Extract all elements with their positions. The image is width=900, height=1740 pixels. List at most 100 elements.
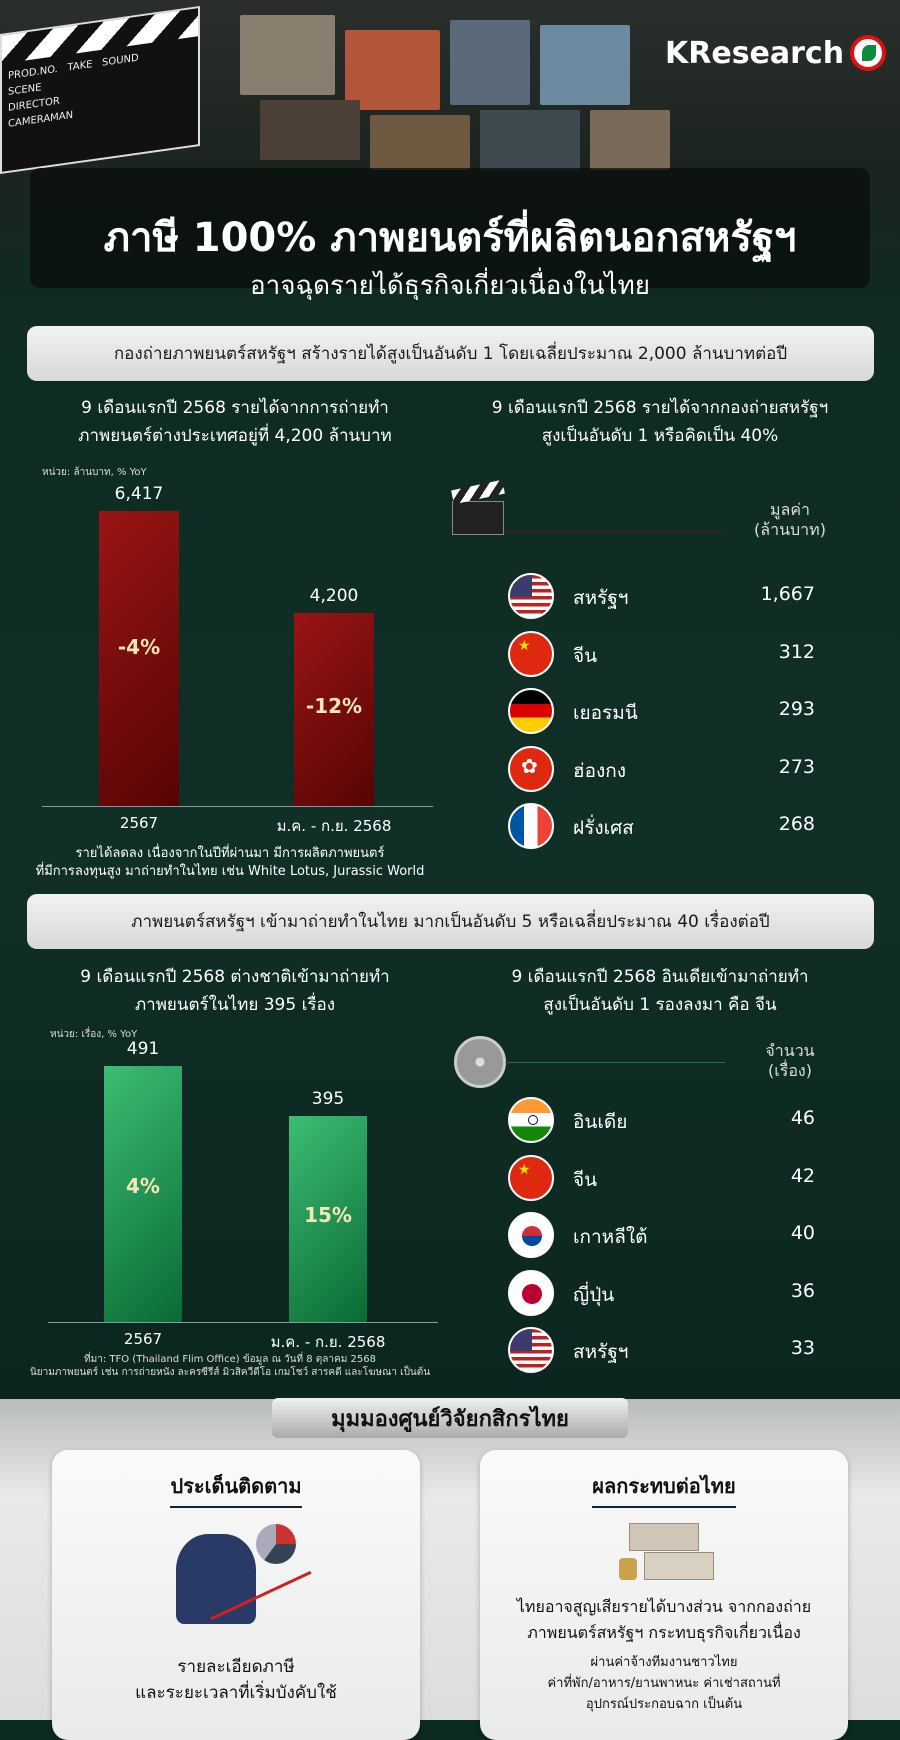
x-tick-label: 2567	[123, 1330, 163, 1348]
table-row: สหรัฐฯ 33	[505, 1327, 825, 1373]
country-value: 268	[778, 813, 815, 835]
header-line: (ล้านบาท)	[754, 520, 826, 539]
text-line: รายละเอียดภาษี	[177, 1657, 295, 1677]
flag-jp-icon	[508, 1269, 554, 1316]
x-axis-line	[42, 806, 433, 807]
table2-heading: 9 เดือนแรกปี 2568 อินเดียเข้ามาถ่ายทำสูง…	[450, 963, 870, 1019]
header-line: จำนวน	[765, 1041, 815, 1060]
note-line: ที่มีการลงทุนสูง มาถ่ายทำในไทย เช่น Whit…	[35, 864, 425, 879]
table-row: สหรัฐฯ 1,667	[505, 573, 825, 619]
table-row: เยอรมนี 293	[505, 688, 825, 734]
clapper-text: DIRECTOR	[8, 95, 60, 114]
header-line: (เรื่อง)	[768, 1061, 812, 1080]
bar	[99, 511, 179, 806]
x-tick-label: ม.ค. - ก.ย. 2568	[270, 1333, 386, 1351]
heading-line: สูงเป็นอันดับ 1 รองลงมา คือ จีน	[543, 995, 777, 1015]
table1-divider	[505, 531, 725, 532]
country-value: 42	[790, 1164, 815, 1187]
note-line: รายได้ลดลง เนื่องจากในปีที่ผ่านมา มีการผ…	[75, 846, 385, 861]
country-value: 33	[790, 1337, 815, 1359]
heading-line: 9 เดือนแรกปี 2568 อินเดียเข้ามาถ่ายทำ	[511, 967, 809, 987]
detail-line: ผ่านค่าจ้างทีมงานชาวไทย	[590, 1655, 738, 1670]
detail-line: ค่าที่พัก/อาหาร/ยานพาหนะ ค่าเช่าสถานที่	[547, 1676, 781, 1691]
flag-kr-icon	[508, 1212, 554, 1258]
country-value: 273	[778, 755, 815, 778]
source-line: นิยามภาพยนตร์ เช่น การถ่ายหนัง ละครซีรีส…	[29, 1367, 431, 1378]
country-name: จีน	[573, 644, 598, 667]
heading-line: สูงเป็นอันดับ 1 หรือคิดเป็น 40%	[541, 426, 779, 446]
table2-divider	[505, 1062, 725, 1063]
kresearch-logo: KResearch	[665, 35, 887, 71]
chart1-unit-label: หน่วย: ล้านบาท, % YoY	[42, 467, 147, 478]
flag-cn-icon: ★	[508, 1154, 554, 1201]
chart1-note: รายได้ลดลง เนื่องจากในปีที่ผ่านมา มีการผ…	[0, 845, 460, 881]
country-name: เกาหลีใต้	[573, 1226, 648, 1248]
country-name: สหรัฐฯ	[573, 1341, 629, 1363]
flag-in-icon	[508, 1097, 554, 1143]
card-text: รายละเอียดภาษีและระยะเวลาที่เริ่มบังคับใ…	[52, 1654, 420, 1706]
bar-value-label: 491	[126, 1039, 160, 1059]
clapper-text: CAMERAMAN	[8, 109, 74, 130]
clapperboard-icon: PROD.NO. TAKE SOUND SCENE DIRECTOR CAMER…	[0, 5, 200, 175]
table2-header: จำนวน (เรื่อง)	[735, 1041, 845, 1081]
country-name: ฮ่องกง	[573, 759, 627, 782]
x-tick-label: 2567	[119, 814, 159, 832]
header-line: มูลค่า	[769, 500, 811, 519]
table-row: ฝรั่งเศส 268	[505, 803, 825, 849]
film-still-image	[450, 20, 530, 105]
country-value: 1,667	[760, 583, 815, 605]
logo-text: KResearch	[665, 35, 845, 71]
country-value: 36	[790, 1279, 815, 1302]
table1-header: มูลค่า (ล้านบาท)	[735, 500, 845, 540]
film-still-image	[260, 100, 360, 160]
table-row: ★ จีน 312	[505, 630, 825, 677]
text-line: และระยะเวลาที่เริ่มบังคับใช้	[135, 1683, 337, 1703]
yoy-label: 15%	[304, 1202, 352, 1227]
detail-line: อุปกรณ์ประกอบฉาก เป็นต้น	[585, 1697, 743, 1712]
heading-line: ภาพยนตร์ต่างประเทศอยู่ที่ 4,200 ล้านบาท	[78, 426, 392, 446]
page-subtitle: อาจฉุดรายได้ธุรกิจเกี่ยวเนื่องในไทย	[250, 271, 650, 301]
yoy-label: -4%	[117, 634, 161, 659]
film-reel-icon	[454, 1036, 506, 1088]
clapper-text: SOUND	[102, 52, 139, 69]
country-value: 312	[778, 640, 815, 663]
chart2-heading: 9 เดือนแรกปี 2568 ต่างชาติเข้ามาถ่ายทำ ภา…	[25, 963, 445, 1019]
film-still-image	[540, 25, 630, 105]
chart1-heading: 9 เดือนแรกปี 2568 รายได้จากการถ่ายทำภาพย…	[25, 394, 445, 450]
section1-banner: กองถ่ายภาพยนตร์สหรัฐฯ สร้างรายได้สูงเป็น…	[27, 326, 874, 381]
statue-of-liberty-chart-icon	[146, 1524, 326, 1634]
text-line: ไทยอาจสูญเสียรายได้บางส่วน จากกองถ่าย	[516, 1597, 812, 1616]
heading-line: 9 เดือนแรกปี 2568 รายได้จากการถ่ายทำ	[81, 398, 389, 418]
table-row: อินเดีย 46	[505, 1097, 825, 1143]
country-name: สหรัฐฯ	[573, 587, 629, 609]
table-row: ✿ ฮ่องกง 273	[505, 745, 825, 792]
page-title: ภาษี 100% ภาพยนตร์ที่ผลิตนอกสหรัฐฯ	[103, 215, 797, 261]
clapper-text: PROD.NO.	[8, 63, 58, 82]
card-text: ไทยอาจสูญเสียรายได้บางส่วน จากกองถ่ายภาพ…	[480, 1594, 848, 1646]
bar	[104, 1066, 182, 1322]
film-still-image	[590, 110, 670, 170]
country-name: ญี่ปุ่น	[573, 1283, 615, 1306]
text-line: ภาพยนตร์สหรัฐฯ กระทบธุรกิจเกี่ยวเนื่อง	[527, 1623, 801, 1642]
hero-header: PROD.NO. TAKE SOUND SCENE DIRECTOR CAMER…	[0, 0, 900, 300]
card-impact-thailand: ผลกระทบต่อไทย ไทยอาจสูญเสียรายได้บางส่วน…	[480, 1450, 848, 1740]
flag-fr-icon	[508, 803, 554, 849]
heading-line: 9 เดือนแรกปี 2568 ต่างชาติเข้ามาถ่ายทำ	[80, 967, 390, 987]
clapper-text: TAKE	[67, 59, 93, 74]
source-line: ที่มา: TFO (Thailand Flim Office) ข้อมูล…	[84, 1354, 376, 1365]
table-row: ญี่ปุ่น 36	[505, 1269, 825, 1316]
flag-cn-icon: ★	[508, 630, 554, 677]
table1-heading: 9 เดือนแรกปี 2568 รายได้จากกองถ่ายสหรัฐฯ…	[450, 394, 870, 450]
bar-value-label: 4,200	[309, 585, 359, 606]
bar-value-label: 395	[311, 1089, 345, 1110]
x-axis-line	[48, 1322, 438, 1323]
film-still-image	[345, 30, 440, 110]
country-value: 46	[790, 1107, 815, 1129]
table-row: เกาหลีใต้ 40	[505, 1212, 825, 1258]
country-name: ฝรั่งเศส	[573, 817, 634, 839]
film-still-image	[480, 110, 580, 170]
flag-de-icon	[508, 688, 554, 734]
outlook-header: มุมมองศูนย์วิจัยกสิกรไทย	[272, 1398, 628, 1438]
chart2-unit-label: หน่วย: เรื่อง, % YoY	[50, 1029, 138, 1040]
country-name: เยอรมนี	[573, 702, 638, 724]
